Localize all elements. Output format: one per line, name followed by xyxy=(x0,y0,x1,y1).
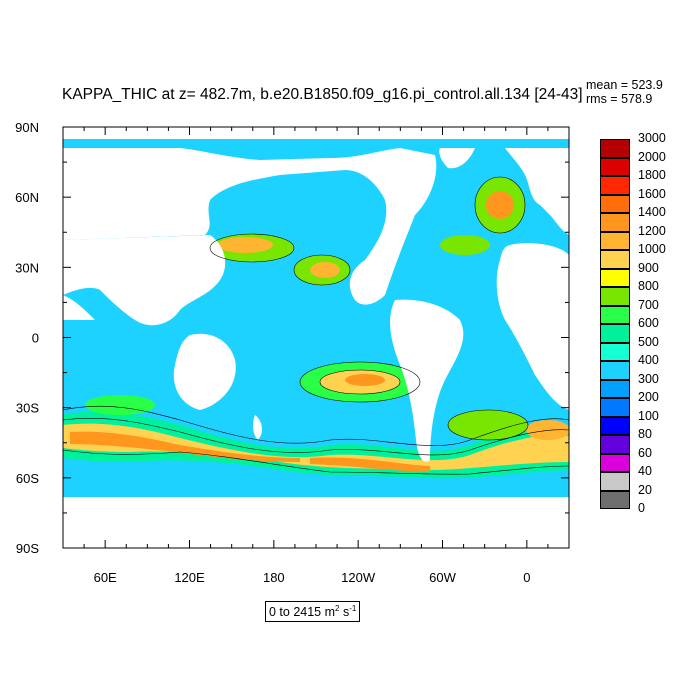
colorbar-label: 900 xyxy=(638,260,659,275)
colorbar-swatch xyxy=(600,194,630,213)
colorbar-label: 800 xyxy=(638,279,659,293)
contour-lines xyxy=(63,176,569,475)
colorbar-label: 600 xyxy=(638,316,659,330)
colorbar-label: 300 xyxy=(638,371,659,386)
colorbar-swatch xyxy=(600,379,630,398)
range-unit-exp: 2 xyxy=(335,604,340,613)
colorbar-label: 1800 xyxy=(638,168,666,182)
contour-fields xyxy=(63,177,569,479)
colorbar-label: 20 xyxy=(638,482,652,497)
x-tick-label: 60E xyxy=(94,570,117,585)
colorbar-swatch xyxy=(600,361,630,380)
y-tick-label: 60S xyxy=(16,471,39,486)
x-tick-label: 120E xyxy=(174,570,205,585)
x-tick-label: 120W xyxy=(341,570,376,585)
antarctica-land xyxy=(63,497,569,548)
colorbar-label: 0 xyxy=(638,501,645,515)
y-tick-label: 30S xyxy=(16,401,39,416)
colorbar-label: 1400 xyxy=(638,205,666,219)
colorbar-swatch xyxy=(600,157,630,176)
colorbar-label: 80 xyxy=(638,427,652,441)
y-tick-label: 30N xyxy=(15,260,39,275)
colorbar-label: 100 xyxy=(638,408,659,423)
colorbar-swatch xyxy=(600,305,630,324)
colorbar-label: 3000 xyxy=(638,131,666,145)
colorbar-swatch xyxy=(600,490,630,509)
colorbar-swatch xyxy=(600,472,630,491)
colorbar-label: 200 xyxy=(638,390,659,404)
range-text: 0 to 2415 m xyxy=(269,605,336,620)
x-tick-label: 180 xyxy=(263,570,285,585)
colorbar-label: 60 xyxy=(638,445,652,460)
colorbar-swatch xyxy=(600,342,630,361)
colorbar-swatch xyxy=(600,416,630,435)
colorbar-swatch xyxy=(600,453,630,472)
colorbar-swatch xyxy=(600,398,630,417)
y-tick-label: 60N xyxy=(15,190,39,205)
colorbar-swatch xyxy=(600,250,630,269)
colorbar-label: 2000 xyxy=(638,149,666,164)
colorbar-label: 700 xyxy=(638,297,659,312)
colorbar-label: 1200 xyxy=(638,223,666,238)
axis-labels: 60E 120E 180 120W 60W 0 90N 60N 30N 0 30S 60S 90S xyxy=(15,120,530,585)
colorbar-label: 500 xyxy=(638,334,659,349)
colorbar-swatch xyxy=(600,231,630,250)
x-tick-label: 60W xyxy=(429,570,456,585)
y-tick-label: 90N xyxy=(15,120,39,135)
colorbar-swatch xyxy=(600,213,630,232)
y-tick-label: 90S xyxy=(16,541,39,556)
colorbar-swatch xyxy=(600,324,630,343)
colorbar-swatch xyxy=(600,287,630,306)
y-tick-label: 0 xyxy=(32,331,39,346)
axis-ticks xyxy=(62,126,570,549)
colorbar-swatch xyxy=(600,176,630,195)
x-tick-label: 0 xyxy=(523,570,530,585)
mean-label: mean = 523.9 xyxy=(586,78,663,92)
range-unit-tail: s xyxy=(339,605,350,620)
colorbar-label: 40 xyxy=(638,464,652,478)
rms-label: rms = 578.9 xyxy=(586,92,653,106)
colorbar-label: 400 xyxy=(638,353,659,367)
colorbar-swatch xyxy=(600,268,630,287)
value-range-box: 0 to 2415 m2 s-1 xyxy=(265,601,361,623)
plot-title: KAPPA_THIC at z= 482.7m, b.e20.B1850.f09… xyxy=(62,86,583,103)
range-unit-tail-exp: -1 xyxy=(349,604,357,613)
colorbar-label: 1000 xyxy=(638,242,666,256)
colorbar-label: 1600 xyxy=(638,186,666,201)
colorbar-swatch xyxy=(600,139,630,158)
colorbar-swatch xyxy=(600,435,630,454)
